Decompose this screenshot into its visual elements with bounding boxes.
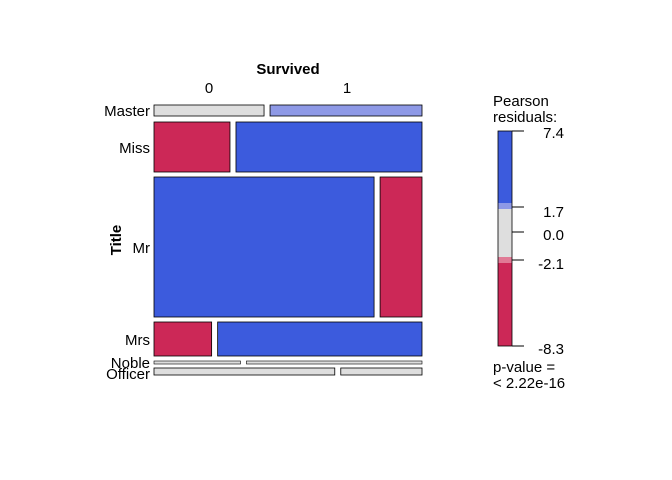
row-label-master: Master: [104, 103, 150, 120]
mosaic-cell-mrs-0: [153, 321, 213, 357]
pvalue-line2: < 2.22e-16: [493, 375, 565, 392]
row-label-miss: Miss: [119, 140, 150, 157]
legend-color-bar: [497, 130, 513, 347]
mosaic-cell-officer-1: [340, 367, 423, 376]
mosaic-cell-mr-0: [153, 176, 375, 318]
mosaic-cells: [153, 104, 423, 376]
mosaic-cell-noble-1: [246, 360, 423, 365]
legend-segment-neutral: [498, 209, 512, 257]
legend: Pearson residuals: 7.4 1.7 0.0 -2.1 -8.3 p-v…: [493, 93, 565, 392]
legend-tick-label: -8.3: [538, 341, 564, 358]
mosaic-cell-master-0: [153, 104, 265, 117]
x-axis-title: Survived: [256, 61, 319, 78]
y-axis-title: Title: [108, 225, 125, 256]
legend-title-line2: residuals:: [493, 109, 557, 126]
x-tick-label-0: 0: [205, 80, 213, 97]
legend-tick-label: 1.7: [543, 204, 564, 221]
legend-tick-label: 7.4: [543, 125, 564, 142]
legend-segment-strong-negative: [498, 263, 512, 346]
mosaic-cell-mr-1: [379, 176, 423, 318]
mosaic-cell-miss-1: [235, 121, 423, 173]
row-label-mr: Mr: [133, 240, 151, 257]
legend-bar-frame: [497, 130, 513, 347]
legend-segment-moderate-positive: [498, 203, 512, 209]
row-label-officer: Officer: [106, 366, 150, 383]
mosaic-cell-mrs-1: [217, 321, 423, 357]
row-label-noble: Noble: [111, 355, 150, 372]
mosaic-cell-noble-0: [153, 360, 241, 365]
legend-tick-label: 0.0: [543, 227, 564, 244]
legend-segment-moderate-negative: [498, 257, 512, 263]
legend-tick-label: -2.1: [538, 256, 564, 273]
legend-title-line1: Pearson: [493, 93, 549, 110]
mosaic-cell-officer-0: [153, 367, 336, 376]
legend-segment-strong-positive: [498, 131, 512, 203]
mosaic-cell-master-1: [269, 104, 423, 117]
row-label-mrs: Mrs: [125, 332, 150, 349]
legend-ticks: 7.4 1.7 0.0 -2.1 -8.3: [512, 125, 564, 358]
x-tick-label-1: 1: [343, 80, 351, 97]
pvalue-line1: p-value =: [493, 359, 555, 376]
mosaic-cell-miss-0: [153, 121, 231, 173]
